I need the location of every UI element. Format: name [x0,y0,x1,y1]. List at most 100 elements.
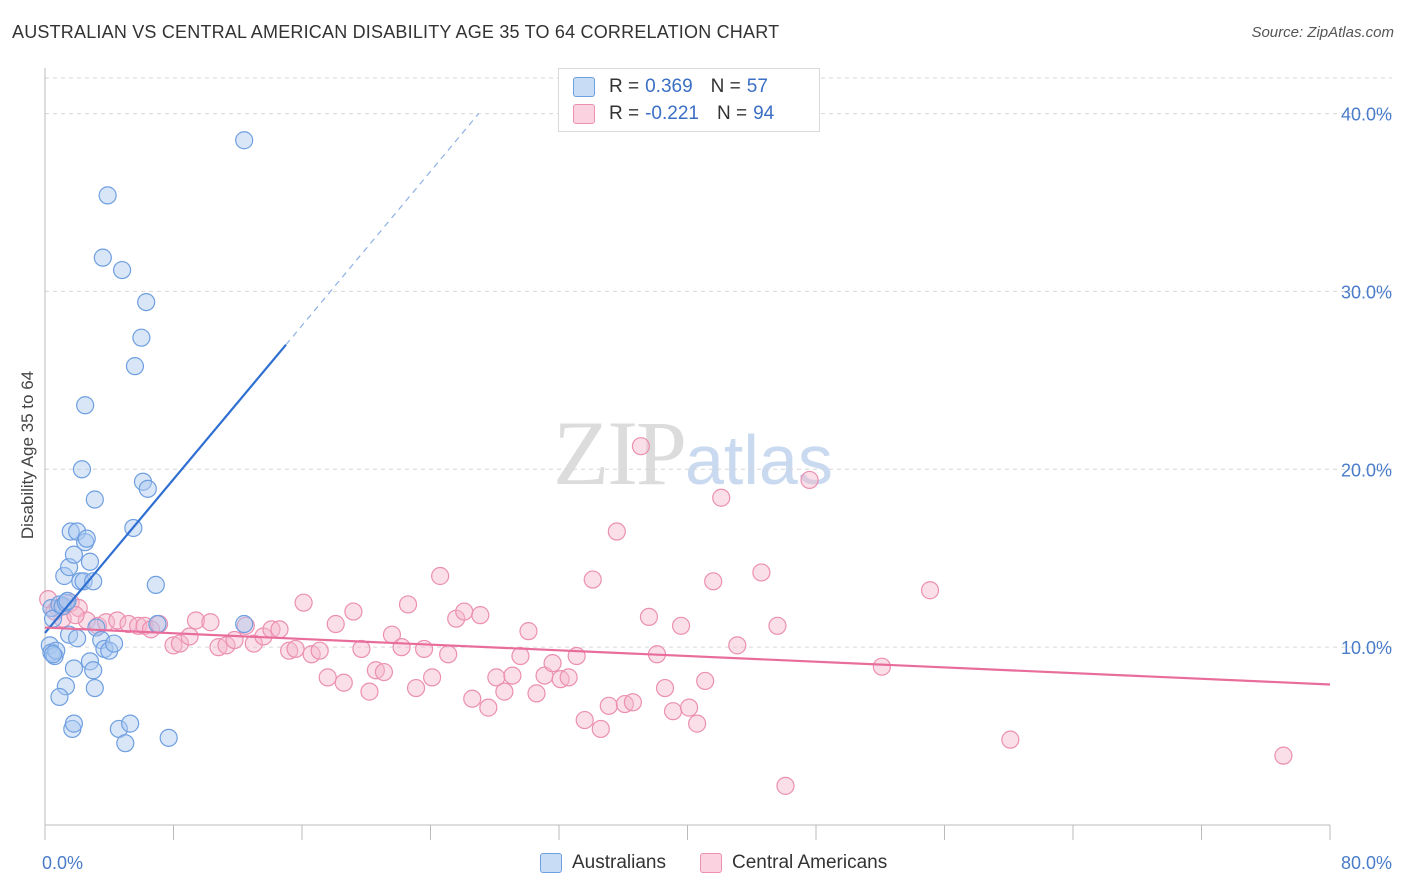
point-central-americans [186,611,206,630]
legend-swatch-central-americans [573,104,595,124]
point-central-americans [1001,730,1020,749]
legend-swatch-australians [573,77,595,97]
source-note: Source: ZipAtlas.com [1251,24,1394,41]
point-australians [55,566,74,586]
point-central-americans [752,563,771,582]
point-central-americans [631,437,651,456]
point-central-americans [423,668,442,687]
point-central-americans [463,689,482,708]
point-central-americans [374,662,394,682]
legend-r-label: R = [609,103,640,124]
point-australians [84,661,103,680]
point-central-americans [575,710,594,730]
x-tick-label: 0.0% [42,853,83,873]
point-central-americans [334,673,353,692]
point-central-americans [406,678,426,698]
chart-title: AUSTRALIAN VS CENTRAL AMERICAN DISABILIT… [12,22,780,42]
point-central-americans [712,488,731,507]
point-central-americans [768,616,787,635]
point-australians [235,614,254,634]
point-central-americans [225,630,244,650]
point-australians [116,734,135,753]
point-central-americans [503,666,522,685]
point-australians [112,260,132,280]
bottom-legend-swatch-australians [540,853,562,873]
point-central-americans [704,572,723,591]
point-australians [64,714,84,733]
point-central-americans [680,698,699,717]
point-australians [64,659,84,678]
watermark-zip: ZIP [553,402,687,504]
point-central-americans [439,645,458,664]
point-central-americans [294,593,313,612]
point-australians [84,572,103,591]
point-central-americans [655,678,675,698]
bottom-legend-label-central-americans: Central Americans [732,852,888,873]
x-tick-label: 80.0% [1341,853,1392,873]
point-central-americans [1274,746,1293,765]
point-central-americans [286,639,305,659]
point-central-americans [591,719,610,739]
legend-n-label: N = [716,103,748,124]
legend-r-value: 0.369 [645,76,693,97]
point-australians [98,186,117,205]
point-central-americans [414,639,434,659]
bottom-legend-label-australians: Australians [572,852,666,873]
point-australians [77,529,96,548]
point-australians [85,490,104,509]
point-central-americans [431,566,450,586]
legend: R = 0.369 N = 57 R = -0.221 N = 94 [558,68,820,132]
point-central-americans [800,470,819,490]
point-central-americans [487,668,506,687]
point-central-americans [696,671,715,691]
point-central-americans [170,634,190,653]
bottom-legend-central-americans: Central Americans [700,852,887,874]
point-central-americans [543,654,562,673]
point-australians [121,714,140,733]
point-central-americans [471,606,490,625]
legend-row-central-americans: R = -0.221 N = 94 [573,102,774,126]
point-central-americans [728,636,747,655]
point-central-americans [201,613,220,632]
point-central-americans [872,657,891,676]
point-central-americans [495,682,514,701]
y-tick-label: 20.0% [1341,460,1392,480]
point-central-americans [180,627,199,646]
point-central-americans [671,616,691,635]
trend-australians-extension [285,113,480,346]
point-australians [74,572,93,591]
point-central-americans [344,602,363,621]
point-australians [47,641,66,660]
point-central-americans [639,607,659,627]
point-central-americans [623,693,642,712]
point-central-americans [776,776,795,795]
point-australians [76,396,95,415]
point-australians [159,728,178,747]
point-central-americans [318,668,337,687]
point-central-americans [352,639,371,659]
point-australians [93,248,112,267]
point-central-americans [280,641,299,660]
point-australians [137,293,156,312]
point-australians [43,645,63,664]
y-tick-label: 40.0% [1341,105,1392,125]
point-central-americans [607,522,626,541]
point-australians [104,634,124,653]
axes [44,68,1331,840]
point-central-americans [360,682,379,701]
watermark: ZIPatlas [553,400,833,506]
point-central-americans [559,668,578,687]
point-central-americans [583,570,602,589]
point-central-americans [270,620,289,639]
bottom-legend: Australians Central Americans [540,852,921,874]
point-central-americans [920,581,940,600]
point-central-americans [326,614,345,634]
point-central-americans [527,684,546,703]
y-tick-label: 10.0% [1341,638,1392,658]
point-central-americans [392,638,411,657]
point-australians [58,591,77,611]
point-australians [146,575,165,594]
point-australians [235,131,254,150]
point-australians [80,552,100,571]
